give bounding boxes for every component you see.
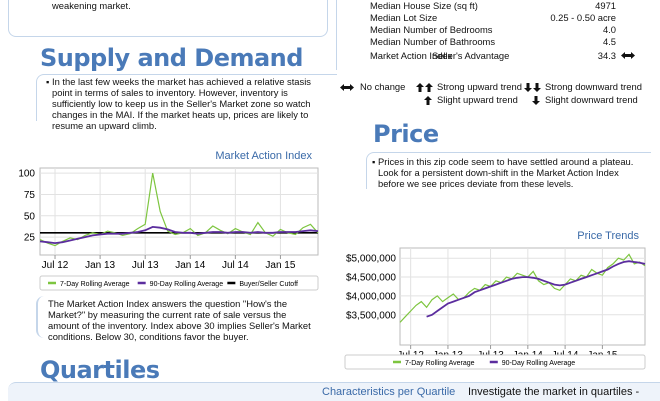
arrow [340,84,354,91]
section-line [366,152,651,189]
arrow [533,83,541,92]
trend-label: No change [360,81,406,92]
trend-icon [532,96,540,105]
trend-label: Strong downward trend [545,81,642,92]
stat-label: Median House Size (sq ft) [370,0,478,11]
legend-label: 7-Day Rolling Average [405,360,475,367]
heading: Quartiles [40,356,160,384]
section-line [36,74,337,121]
arrow [424,96,432,105]
bullet: ▪ [372,156,376,167]
series-line [399,253,646,323]
legend-label: 90-Day Rolling Average [502,360,576,367]
stat-value: 4.0 [602,24,616,35]
y-tick-label: $3,500,000 [346,310,396,321]
stat-note: Seller's Advantage [432,50,510,61]
stat-label: Market Action Index [370,50,453,61]
y-tick-label: 100 [18,169,35,180]
stat-value: 34.3 [597,50,616,61]
y-tick-label: $4,500,000 [346,273,396,284]
column-title: Characteristics per Quartile [322,386,456,398]
series-line [39,172,319,247]
arrow [416,83,424,92]
legend-label: Buyer/Seller Cutoff [239,281,298,288]
heading: Price [373,120,439,148]
x-tick-label: Jul 13 [132,260,159,271]
trend-label: Slight upward trend [437,94,518,105]
y-tick-label: 75 [24,190,36,201]
y-tick-label: 25 [24,233,36,244]
x-tick-label: Jul 14 [222,260,249,271]
legend-label: 7-Day Rolling Average [60,281,130,288]
bracket [36,296,44,338]
series-line [39,225,319,245]
y-tick-label: 50 [24,211,36,222]
series-line [426,260,646,318]
stat-value: 4971 [595,0,616,11]
chart-title: Market Action Index [215,150,312,162]
intro-text: weakening market. [52,0,131,11]
arrow [621,52,635,59]
legend-box [39,275,319,291]
paragraph: Prices in this zip code seem to have set… [378,156,634,189]
stat-label: Median Number of Bedrooms [370,24,493,35]
trend-icon [340,84,354,91]
stat-value: 4.5 [602,36,616,47]
trend-icon [416,83,433,92]
trend-label: Strong upward trend [437,81,522,92]
plot-area [399,247,646,346]
chart-title: Price Trends [577,230,639,242]
legend-label: 90-Day Rolling Average [150,281,224,288]
arrow [532,96,540,105]
x-tick-label: Jul 12 [42,260,69,271]
stat-label: Median Number of Bathrooms [370,36,496,47]
stat-value: 0.25 - 0.50 acre [550,12,616,23]
intro-box [8,0,328,37]
trend-icon [621,52,635,59]
trend-icon [524,83,541,92]
quartile-band [8,382,660,401]
arrow [524,83,532,92]
x-tick-label: Jan 15 [265,260,295,271]
y-tick-label: $5,000,000 [346,254,396,265]
trend-icon [424,96,432,105]
trend-label: Slight downward trend [545,94,638,105]
quartile-text: Investigate the market in quartiles - [468,386,640,398]
x-tick-label: Jan 14 [175,260,205,271]
stat-label: Median Lot Size [370,12,438,23]
arrow [425,83,433,92]
heading: Supply and Demand [40,44,303,72]
paragraph: In the last few weeks the market has ach… [52,76,311,131]
bullet: ▪ [46,76,50,87]
x-tick-label: Jan 13 [85,260,115,271]
y-tick-label: $4,000,000 [346,291,396,302]
stats-box [336,0,651,70]
paragraph: The Market Action Index answers the ques… [48,298,311,342]
plot-area [39,167,319,256]
